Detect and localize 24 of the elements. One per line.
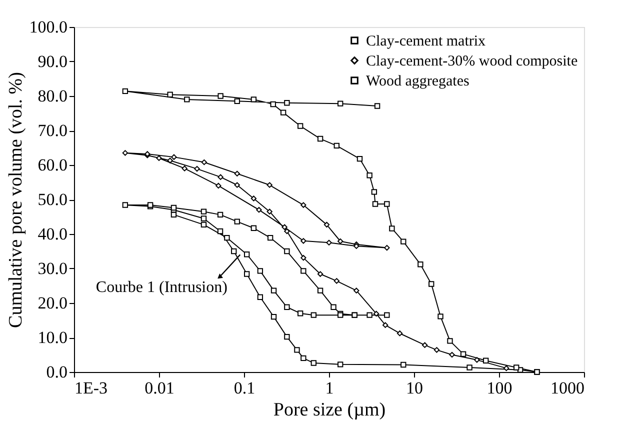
x-tick-label: 100: [486, 378, 512, 398]
x-axis-title: Pore size (µm): [273, 400, 386, 420]
y-tick-label: 20.0: [38, 294, 68, 312]
x-tick-label: 0.1: [234, 378, 256, 398]
y-tick-label: 70.0: [38, 121, 68, 140]
y-axis-title: Cumulative pore volume (vol. %): [5, 72, 26, 328]
x-tick-label: 10: [406, 378, 423, 398]
y-tick-label: 100.0: [29, 18, 68, 36]
y-tick-label: 30.0: [38, 259, 68, 278]
y-tick-label: 90.0: [38, 52, 68, 71]
legend-label: Wood aggregates: [366, 74, 470, 90]
y-tick-label: 10.0: [38, 328, 68, 347]
y-tick-label: 0.0: [46, 362, 68, 382]
annotation: Courbe 1 (Intrusion): [96, 279, 228, 296]
x-tick-label: 1E-3: [74, 378, 108, 398]
y-tick-label: 80.0: [38, 86, 68, 106]
x-tick-label: 1: [325, 378, 334, 398]
x-tick-label: 1000: [550, 378, 584, 398]
legend-label: Clay-cement matrix: [366, 34, 486, 50]
x-tick-label: 0.01: [144, 378, 174, 398]
y-tick-label: 60.0: [38, 156, 68, 174]
y-tick-label: 40.0: [38, 224, 68, 244]
y-tick-label: 50.0: [38, 190, 68, 209]
legend-label: Clay-cement-30% wood composite: [366, 54, 578, 70]
